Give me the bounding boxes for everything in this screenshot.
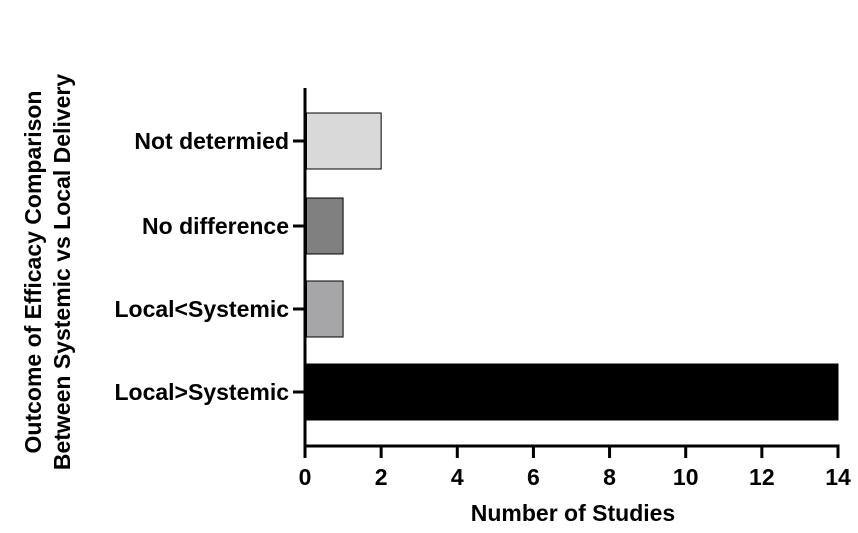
x-axis-title: Number of Studies — [471, 500, 675, 526]
category-label: Local>Systemic — [114, 379, 289, 405]
bars-group — [306, 112, 839, 421]
bar-3 — [306, 363, 839, 421]
y-axis-title-line-2: Between Systemic vs Local Delivery — [49, 74, 75, 471]
x-tick-label: 2 — [375, 464, 388, 490]
x-tick-label: 12 — [749, 464, 775, 490]
x-tick-label: 14 — [825, 464, 851, 490]
category-labels: Not determied No difference Local<Systemic… — [114, 128, 289, 405]
bar-1 — [306, 197, 344, 255]
x-tick-labels: 0 2 4 6 8 10 12 14 — [299, 464, 851, 490]
bar-0 — [306, 112, 382, 170]
y-axis-ticks — [293, 139, 305, 394]
category-label: Local<Systemic — [114, 296, 289, 322]
x-tick-label: 10 — [673, 464, 699, 490]
bar-2 — [306, 280, 344, 338]
x-tick-label: 0 — [299, 464, 312, 490]
category-label: No difference — [142, 213, 289, 239]
x-axis-ticks — [303, 446, 840, 458]
y-axis-title-line-1: Outcome of Efficacy Comparison — [20, 91, 46, 454]
category-label: Not determied — [134, 128, 289, 154]
x-tick-label: 4 — [451, 464, 464, 490]
x-tick-label: 6 — [527, 464, 540, 490]
x-tick-label: 8 — [603, 464, 616, 490]
